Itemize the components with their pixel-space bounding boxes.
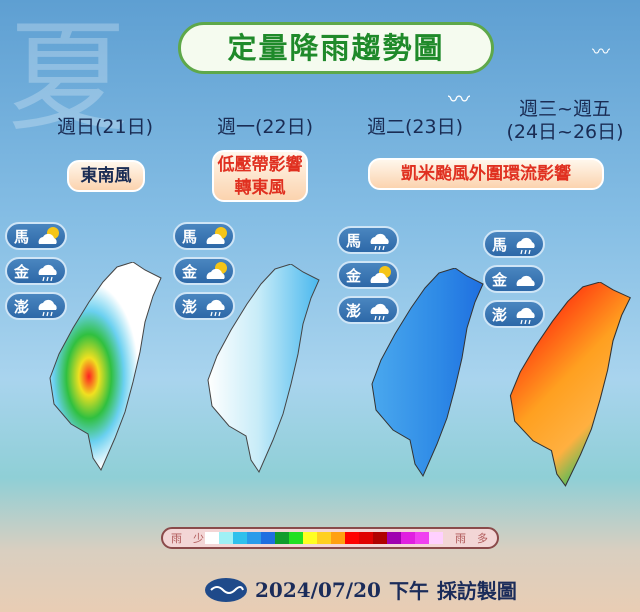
rain-cloud-icon	[516, 237, 535, 255]
rainfall-map-sun	[49, 262, 162, 471]
island-forecast-badge: 金	[483, 265, 545, 293]
rain-cloud-icon	[516, 307, 535, 325]
legend-swatch	[373, 532, 387, 544]
background-character: 夏	[8, 9, 128, 148]
legend-swatch	[247, 532, 261, 544]
island-name: 金	[182, 262, 198, 281]
day-label-tue: 週二(23日)	[366, 116, 463, 138]
island-forecast-badge: 金	[5, 257, 67, 285]
rainfall-color-legend: 雨 少 雨 多	[161, 527, 499, 549]
island-forecast-badge: 馬	[337, 226, 399, 254]
island-forecast-badge: 金	[173, 257, 235, 285]
agency-logo-icon	[205, 577, 247, 602]
legend-high-label: 雨 多	[455, 532, 488, 545]
rain-cloud-icon	[370, 303, 389, 321]
legend-swatch	[415, 532, 429, 544]
legend-swatch	[261, 532, 275, 544]
legend-swatch	[317, 532, 331, 544]
partly-cloudy-icon	[206, 227, 228, 244]
island-name: 金	[492, 270, 508, 289]
rain-cloud-icon	[38, 299, 57, 317]
island-name: 澎	[182, 297, 198, 316]
island-name: 馬	[14, 227, 30, 246]
island-forecast-badge: 馬	[5, 222, 67, 250]
issue-period: 下午	[388, 579, 429, 603]
island-name: 金	[14, 262, 30, 281]
rain-cloud-icon	[370, 233, 389, 251]
rainfall-map-tue	[371, 268, 484, 477]
legend-swatch	[359, 532, 373, 544]
day-label-mon: 週一(22日)	[216, 116, 313, 138]
page-title: 定量降雨趨勢圖	[178, 22, 494, 74]
condition-note-mon: 低壓帶影響 轉東風	[212, 150, 308, 202]
island-forecast-badge: 金	[337, 261, 399, 289]
legend-swatch	[345, 532, 359, 544]
legend-swatch	[205, 532, 219, 544]
rain-cloud-icon	[206, 299, 225, 317]
island-forecast-badge: 馬	[173, 222, 235, 250]
island-name: 金	[346, 266, 362, 285]
island-forecast-badge: 馬	[483, 230, 545, 258]
note-line: 轉東風	[234, 178, 286, 198]
day-range: 週三~週五	[519, 98, 611, 120]
island-forecast-badge: 澎	[483, 300, 545, 328]
legend-swatch	[289, 532, 303, 544]
partly-cloudy-icon	[206, 262, 228, 279]
seagull-icon: 〰	[448, 88, 471, 113]
legend-swatches	[205, 532, 443, 544]
island-forecast-badge: 澎	[173, 292, 235, 320]
partly-cloudy-icon	[370, 266, 392, 283]
legend-swatch	[401, 532, 415, 544]
day-label-sun: 週日(21日)	[56, 116, 153, 138]
island-name: 澎	[346, 301, 362, 320]
seagull-icon: 〰	[592, 42, 610, 63]
rainfall-map-mon	[207, 264, 320, 473]
island-forecast-badge: 澎	[5, 292, 67, 320]
cloudy-icon	[516, 275, 535, 286]
legend-low-label: 雨 少	[171, 532, 204, 545]
rainfall-map-wed-fri	[509, 282, 631, 487]
legend-swatch	[331, 532, 345, 544]
credit: 採訪製圖	[436, 579, 517, 603]
legend-swatch	[429, 532, 443, 544]
partly-cloudy-icon	[38, 227, 60, 244]
island-name: 馬	[492, 235, 508, 254]
condition-note-tue-fri: 凱米颱風外圍環流影響	[368, 158, 604, 190]
legend-swatch	[387, 532, 401, 544]
legend-swatch	[233, 532, 247, 544]
island-name: 馬	[182, 227, 198, 246]
island-forecast-badge: 澎	[337, 296, 399, 324]
legend-swatch	[219, 532, 233, 544]
issue-date: 2024/07/20	[255, 577, 381, 602]
island-name: 馬	[346, 231, 362, 250]
island-name: 澎	[14, 297, 30, 316]
rain-cloud-icon	[38, 264, 57, 282]
footer: 2024/07/20 下午 採訪製圖	[205, 575, 517, 604]
day-label-wed-fri: 週三~週五 (24日~26日)	[495, 98, 635, 144]
date-range: (24日~26日)	[506, 121, 624, 143]
note-line: 低壓帶影響	[217, 155, 303, 175]
legend-swatch	[303, 532, 317, 544]
island-name: 澎	[492, 305, 508, 324]
condition-note-sun: 東南風	[67, 160, 145, 192]
legend-swatch	[275, 532, 289, 544]
